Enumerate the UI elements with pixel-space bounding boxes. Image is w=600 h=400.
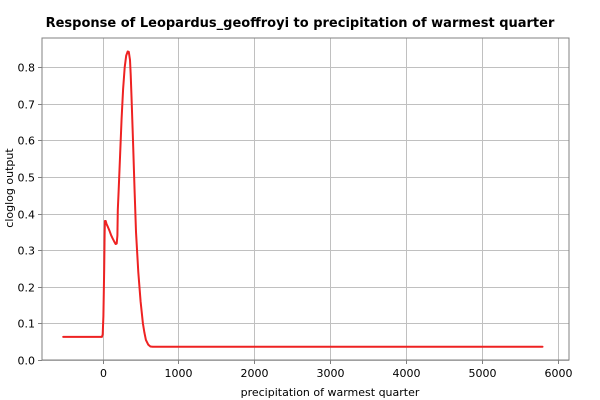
y-tick-label: 0.1 — [18, 318, 36, 331]
series-layer — [62, 50, 544, 348]
y-tick-label: 0.5 — [18, 172, 36, 185]
y-axis: 0.0 0.1 0.2 0.3 0.4 0.5 0.6 0.7 0.8 — [18, 62, 42, 368]
y-axis-label: cloglog output — [3, 148, 16, 228]
x-tick-label: 2000 — [241, 367, 269, 380]
x-axis: 0 1000 2000 3000 4000 5000 6000 — [100, 360, 573, 380]
x-tick-label: 0 — [100, 367, 107, 380]
response-curve-line — [62, 50, 544, 348]
x-tick-label: 4000 — [393, 367, 421, 380]
y-tick-label: 0.2 — [18, 282, 36, 295]
x-axis-label: precipitation of warmest quarter — [241, 386, 420, 399]
y-tick-label: 0.7 — [18, 99, 36, 112]
chart-title: Response of Leopardus_geoffroyi to preci… — [46, 16, 555, 31]
grid — [42, 38, 569, 361]
plot-area — [41, 37, 570, 361]
x-tick-label: 6000 — [545, 367, 573, 380]
x-tick-label: 5000 — [469, 367, 497, 380]
y-tick-label: 0.0 — [18, 355, 36, 368]
y-tick-label: 0.6 — [18, 135, 36, 148]
y-tick-label: 0.4 — [18, 209, 36, 222]
x-tick-label: 1000 — [165, 367, 193, 380]
x-tick-label: 3000 — [317, 367, 345, 380]
y-tick-label: 0.3 — [18, 245, 36, 258]
y-tick-label: 0.8 — [18, 62, 36, 75]
